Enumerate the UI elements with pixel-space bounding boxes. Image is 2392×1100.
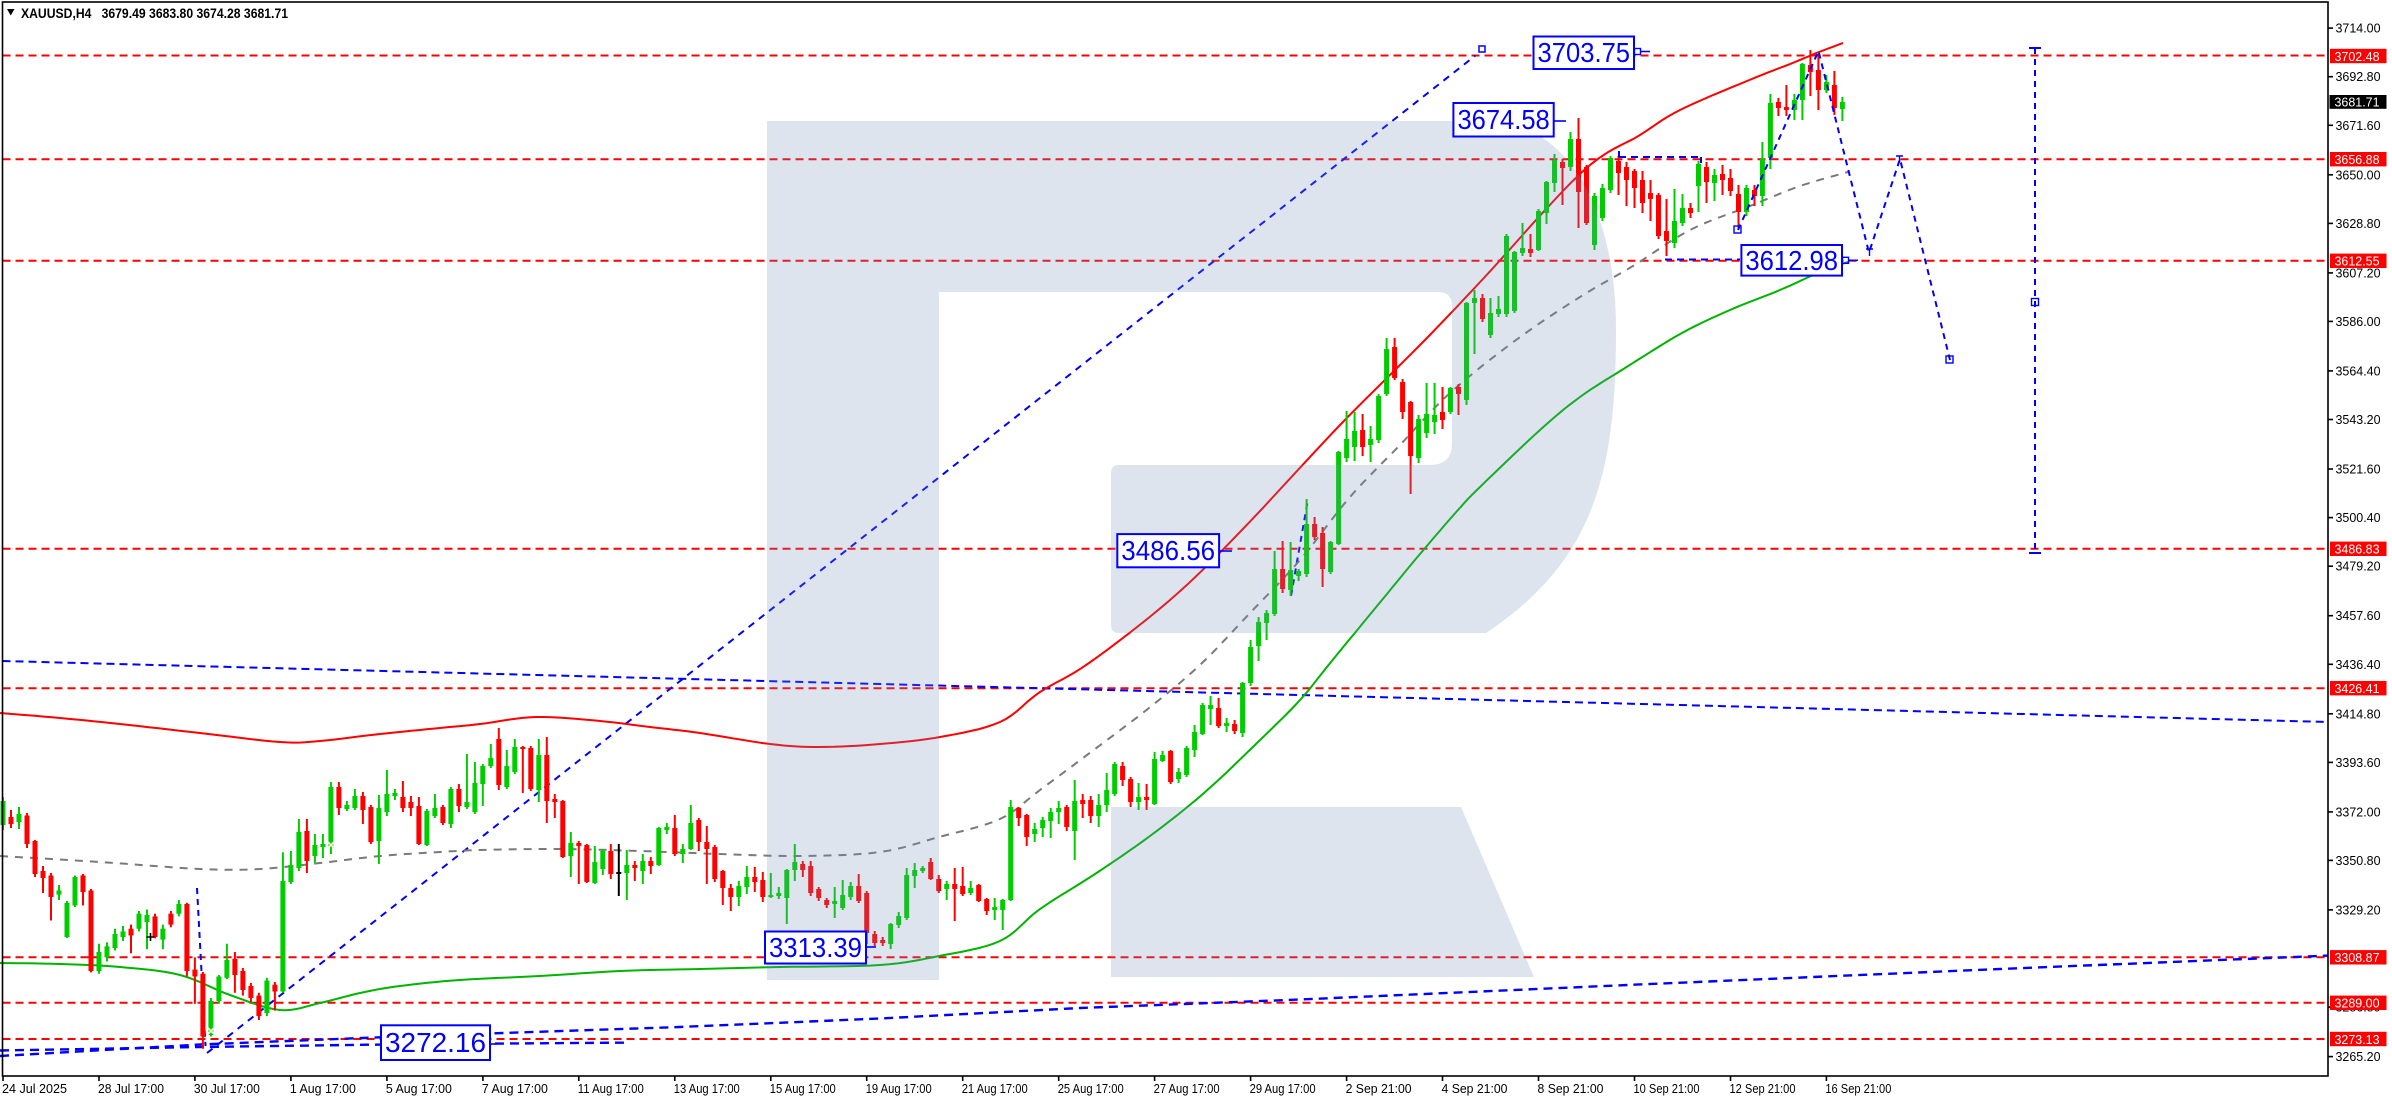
svg-text:3656.88: 3656.88	[2335, 152, 2380, 167]
svg-text:24 Jul 2025: 24 Jul 2025	[2, 1081, 67, 1096]
svg-text:3628.80: 3628.80	[2336, 216, 2381, 231]
svg-text:3671.60: 3671.60	[2336, 118, 2381, 133]
svg-text:3521.60: 3521.60	[2336, 462, 2381, 477]
svg-text:3702.48: 3702.48	[2335, 49, 2380, 64]
svg-text:3457.60: 3457.60	[2336, 608, 2381, 623]
svg-text:3486.83: 3486.83	[2335, 542, 2380, 557]
svg-text:3586.00: 3586.00	[2336, 314, 2381, 329]
svg-text:3714.00: 3714.00	[2336, 21, 2381, 36]
svg-text:3650.00: 3650.00	[2336, 167, 2381, 182]
svg-text:29 Aug 17:00: 29 Aug 17:00	[1250, 1081, 1316, 1096]
svg-text:13 Aug 17:00: 13 Aug 17:00	[674, 1081, 740, 1096]
svg-text:3265.20: 3265.20	[2336, 1049, 2381, 1064]
svg-text:27 Aug 17:00: 27 Aug 17:00	[1154, 1081, 1220, 1096]
svg-text:XAUUSD,H4 3679.49 3683.80 36: XAUUSD,H4 3679.49 3683.80 3674.28 3681.7…	[21, 6, 288, 21]
svg-text:5 Aug 17:00: 5 Aug 17:00	[386, 1081, 452, 1096]
svg-text:3479.20: 3479.20	[2336, 559, 2381, 574]
svg-text:1 Aug 17:00: 1 Aug 17:00	[290, 1081, 356, 1096]
svg-text:3350.80: 3350.80	[2336, 853, 2381, 868]
svg-text:30 Jul 17:00: 30 Jul 17:00	[194, 1081, 260, 1096]
svg-text:2 Sep 21:00: 2 Sep 21:00	[1346, 1081, 1412, 1096]
svg-text:11 Aug 17:00: 11 Aug 17:00	[578, 1081, 644, 1096]
svg-text:3426.41: 3426.41	[2335, 681, 2380, 696]
svg-text:3313.39: 3313.39	[769, 932, 862, 963]
svg-text:3308.87: 3308.87	[2335, 950, 2380, 965]
svg-text:3703.75: 3703.75	[1538, 37, 1631, 68]
svg-text:3372.00: 3372.00	[2336, 804, 2381, 819]
svg-text:3681.71: 3681.71	[2335, 95, 2380, 110]
svg-text:3329.20: 3329.20	[2336, 902, 2381, 917]
svg-text:3607.20: 3607.20	[2336, 265, 2381, 280]
svg-text:4 Sep 21:00: 4 Sep 21:00	[1442, 1081, 1508, 1096]
svg-text:3273.13: 3273.13	[2335, 1032, 2380, 1047]
svg-text:10 Sep 21:00: 10 Sep 21:00	[1634, 1081, 1700, 1096]
svg-text:15 Aug 17:00: 15 Aug 17:00	[770, 1081, 836, 1096]
svg-text:3674.58: 3674.58	[1457, 104, 1549, 135]
svg-text:21 Aug 17:00: 21 Aug 17:00	[962, 1081, 1028, 1096]
svg-text:3414.80: 3414.80	[2336, 706, 2381, 721]
svg-text:3500.40: 3500.40	[2336, 510, 2381, 525]
svg-text:12 Sep 21:00: 12 Sep 21:00	[1730, 1081, 1796, 1096]
svg-text:3486.56: 3486.56	[1121, 535, 1215, 566]
svg-text:7 Aug 17:00: 7 Aug 17:00	[482, 1081, 548, 1096]
svg-text:3289.00: 3289.00	[2335, 996, 2380, 1011]
svg-text:8 Sep 21:00: 8 Sep 21:00	[1538, 1081, 1604, 1096]
svg-text:28 Jul 17:00: 28 Jul 17:00	[98, 1081, 164, 1096]
svg-text:3612.98: 3612.98	[1745, 245, 1838, 276]
svg-text:3612.55: 3612.55	[2335, 254, 2380, 269]
svg-text:3543.20: 3543.20	[2336, 412, 2381, 427]
svg-text:3436.40: 3436.40	[2336, 657, 2381, 672]
svg-text:3564.40: 3564.40	[2336, 363, 2381, 378]
svg-text:3692.80: 3692.80	[2336, 69, 2381, 84]
svg-text:3272.16: 3272.16	[385, 1027, 486, 1058]
svg-text:16 Sep 21:00: 16 Sep 21:00	[1825, 1081, 1891, 1096]
svg-text:19 Aug 17:00: 19 Aug 17:00	[866, 1081, 932, 1096]
svg-text:3393.60: 3393.60	[2336, 755, 2381, 770]
svg-text:25 Aug 17:00: 25 Aug 17:00	[1058, 1081, 1124, 1096]
